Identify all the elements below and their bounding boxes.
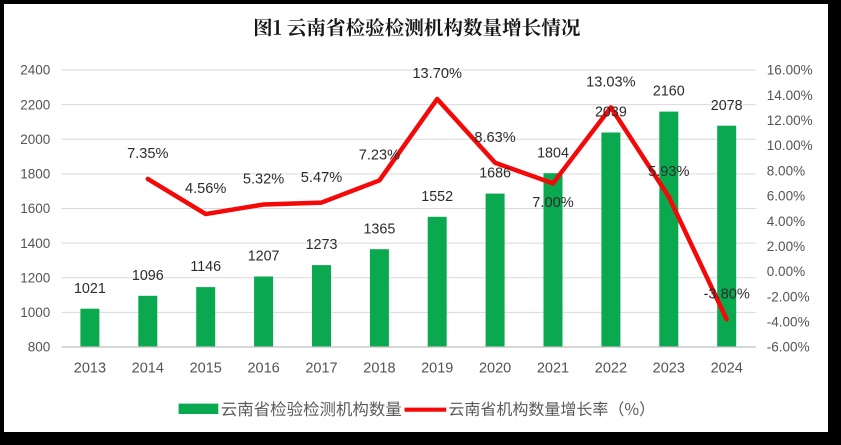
svg-text:2024: 2024 bbox=[711, 361, 743, 377]
svg-text:10.00%: 10.00% bbox=[767, 138, 813, 153]
svg-text:2019: 2019 bbox=[421, 361, 453, 377]
svg-text:5.93%: 5.93% bbox=[648, 164, 689, 180]
svg-text:1096: 1096 bbox=[132, 268, 164, 284]
svg-text:1686: 1686 bbox=[479, 166, 511, 182]
svg-text:1600: 1600 bbox=[20, 201, 50, 216]
svg-text:0.00%: 0.00% bbox=[767, 264, 805, 279]
svg-text:1021: 1021 bbox=[74, 281, 106, 297]
svg-text:2013: 2013 bbox=[74, 361, 106, 377]
svg-text:2020: 2020 bbox=[479, 361, 511, 377]
svg-text:2018: 2018 bbox=[363, 361, 395, 377]
svg-text:8.00%: 8.00% bbox=[767, 163, 805, 178]
svg-text:2015: 2015 bbox=[190, 361, 222, 377]
svg-text:7.35%: 7.35% bbox=[127, 146, 168, 162]
svg-text:2016: 2016 bbox=[247, 361, 279, 377]
svg-text:2021: 2021 bbox=[537, 361, 569, 377]
svg-text:14.00%: 14.00% bbox=[767, 88, 813, 103]
svg-text:1207: 1207 bbox=[248, 249, 280, 265]
svg-text:1552: 1552 bbox=[421, 189, 453, 205]
svg-text:1804: 1804 bbox=[537, 145, 569, 161]
svg-text:2200: 2200 bbox=[20, 97, 50, 112]
svg-text:4.00%: 4.00% bbox=[767, 214, 805, 229]
svg-text:-2.00%: -2.00% bbox=[767, 289, 810, 304]
svg-text:2014: 2014 bbox=[132, 361, 164, 377]
svg-text:4.56%: 4.56% bbox=[185, 181, 226, 197]
svg-text:1200: 1200 bbox=[20, 270, 50, 285]
svg-text:7.00%: 7.00% bbox=[532, 195, 573, 211]
svg-text:16.00%: 16.00% bbox=[767, 63, 813, 78]
svg-text:2.00%: 2.00% bbox=[767, 239, 805, 254]
svg-text:-4.00%: -4.00% bbox=[767, 315, 810, 330]
svg-text:12.00%: 12.00% bbox=[767, 113, 813, 128]
svg-text:13.03%: 13.03% bbox=[586, 75, 636, 91]
svg-text:2078: 2078 bbox=[711, 98, 743, 114]
svg-text:2000: 2000 bbox=[20, 132, 50, 147]
svg-text:6.00%: 6.00% bbox=[767, 189, 805, 204]
svg-text:5.32%: 5.32% bbox=[243, 172, 284, 188]
svg-text:-6.00%: -6.00% bbox=[767, 340, 810, 355]
svg-text:2022: 2022 bbox=[595, 361, 627, 377]
svg-text:2023: 2023 bbox=[653, 361, 685, 377]
svg-text:2039: 2039 bbox=[595, 105, 627, 121]
svg-text:13.70%: 13.70% bbox=[412, 66, 462, 82]
svg-text:1000: 1000 bbox=[20, 305, 50, 320]
svg-text:-3.80%: -3.80% bbox=[704, 287, 750, 303]
svg-text:800: 800 bbox=[28, 340, 51, 355]
svg-text:2400: 2400 bbox=[20, 63, 50, 78]
svg-text:1273: 1273 bbox=[306, 237, 338, 253]
svg-text:7.23%: 7.23% bbox=[359, 148, 400, 164]
svg-text:5.47%: 5.47% bbox=[301, 170, 342, 186]
svg-text:1146: 1146 bbox=[190, 259, 221, 275]
svg-text:2160: 2160 bbox=[653, 84, 685, 100]
svg-text:1365: 1365 bbox=[363, 221, 395, 237]
svg-text:1800: 1800 bbox=[20, 167, 50, 182]
svg-text:2017: 2017 bbox=[305, 361, 337, 377]
svg-text:1400: 1400 bbox=[20, 236, 50, 251]
svg-text:8.63%: 8.63% bbox=[474, 130, 515, 146]
